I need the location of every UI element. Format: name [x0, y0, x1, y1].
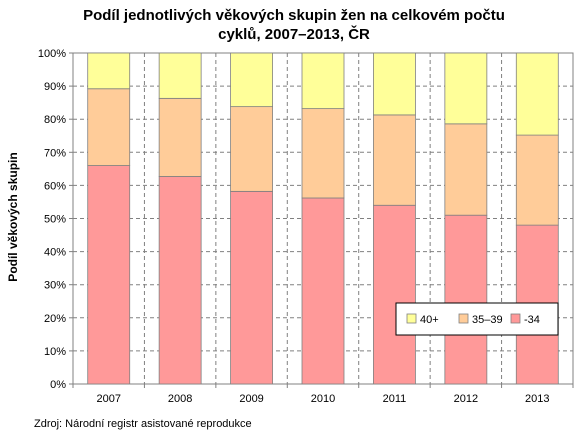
- bar-segment-3539-2011: [373, 114, 416, 206]
- bar-segment-40-2008: [158, 52, 202, 99]
- x-tick-label: 2007: [96, 393, 120, 405]
- legend-swatch: [458, 313, 469, 324]
- legend-label: -34: [524, 314, 540, 326]
- bar-segment-34-2007: [87, 165, 131, 385]
- legend-label: 35–39: [472, 314, 503, 326]
- y-tick-label: 20%: [44, 313, 66, 325]
- y-tick-label: 0%: [50, 379, 66, 391]
- bar-segment-40-2007: [87, 52, 131, 90]
- chart-title: Podíl jednotlivých věkových skupin žen n…: [0, 6, 588, 44]
- x-tick-label: 2009: [239, 393, 263, 405]
- legend-label: 40+: [420, 314, 439, 326]
- bar-segment-40-2013: [515, 52, 559, 136]
- bar-segment-3539-2010: [301, 108, 345, 199]
- x-tick-label: 2011: [383, 393, 407, 405]
- bar-segment-3539-2008: [158, 97, 202, 177]
- bar-segment-34-2012: [444, 214, 488, 385]
- y-tick-label: 10%: [44, 346, 66, 358]
- bar-segment-3539-2009: [230, 106, 273, 192]
- source-note: Zdroj: Národní registr asistované reprod…: [34, 418, 252, 430]
- legend-swatch: [510, 313, 521, 324]
- y-tick-label: 30%: [44, 280, 66, 292]
- x-tick-label: 2013: [525, 393, 549, 405]
- bar-segment-34-2009: [230, 190, 273, 385]
- y-tick-label: 80%: [44, 114, 66, 126]
- y-tick-label: 90%: [44, 81, 66, 93]
- x-tick-label: 2008: [168, 393, 192, 405]
- chart-title-line-1: Podíl jednotlivých věkových skupin žen n…: [83, 7, 505, 24]
- bar-segment-3539-2007: [87, 88, 131, 166]
- chart-title-line-2: cyklů, 2007–2013, ČR: [218, 26, 370, 43]
- legend-swatch: [406, 313, 417, 324]
- y-tick-label: 100%: [38, 48, 66, 60]
- bar-segment-40-2012: [444, 52, 488, 125]
- bar-segment-34-2011: [373, 204, 416, 385]
- y-tick-label: 60%: [44, 180, 66, 192]
- y-tick-label: 50%: [44, 214, 66, 226]
- y-tick-label: 70%: [44, 147, 66, 159]
- bar-segment-34-2010: [301, 197, 345, 385]
- bar-segment-3539-2012: [444, 123, 488, 216]
- y-axis-label: Podíl věkových skupin: [6, 152, 20, 281]
- x-tick-label: 2010: [311, 393, 335, 405]
- bar-segment-40-2010: [301, 52, 345, 110]
- x-tick-label: 2012: [454, 393, 478, 405]
- y-tick-label: 40%: [44, 247, 66, 259]
- bar-segment-40-2011: [373, 52, 416, 116]
- legend: [395, 302, 559, 336]
- bar-segment-34-2008: [158, 176, 202, 385]
- bar-segment-3539-2013: [515, 134, 559, 226]
- bar-segment-40-2009: [230, 52, 273, 108]
